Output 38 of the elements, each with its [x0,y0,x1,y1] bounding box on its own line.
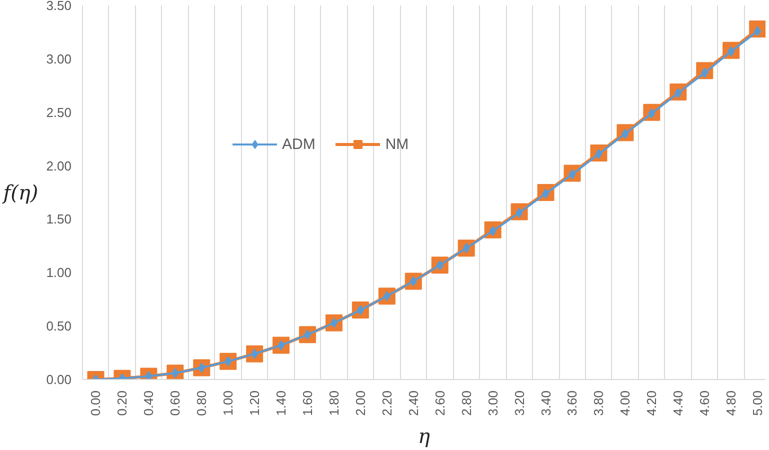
legend-label: NM [385,136,409,152]
x-tick-label: 3.20 [512,390,527,416]
x-tick-label: 0.40 [141,390,156,416]
x-tick-label: 5.00 [750,390,766,416]
y-tick-label: 0.50 [46,318,72,334]
x-tick-label: 3.60 [564,390,580,416]
x-tick-label: 0.20 [114,390,130,416]
x-tick-label: 0.80 [194,390,210,416]
x-tick-label: 2.40 [406,390,421,416]
legend-label: ADM [282,136,316,152]
x-tick-label: 1.80 [326,390,342,416]
y-tick-label: 3.00 [46,51,72,66]
x-tick-label: 4.00 [618,390,633,416]
x-tick-label: 0.60 [168,390,183,416]
x-tick-label: 2.60 [432,390,448,416]
x-tick-label: 1.20 [247,390,262,416]
x-axis-title: η [418,424,430,448]
x-tick-label: 1.60 [300,390,316,416]
x-tick-label: 3.00 [485,390,500,416]
y-tick-label: 3.50 [46,0,72,13]
y-tick-label: 2.00 [46,158,72,174]
y-tick-label: 1.50 [46,212,72,227]
x-tick-label: 2.80 [458,390,474,416]
x-tick-label: 4.40 [670,390,686,416]
x-tick-label: 3.80 [591,390,606,416]
x-tick-label: 4.60 [697,390,712,416]
y-tick-label: 2.50 [46,104,72,120]
y-tick-label: 0.00 [46,372,72,387]
y-tick-label: 1.00 [46,265,72,280]
x-tick-label: 3.40 [538,390,554,416]
x-tick-label: 0.00 [88,390,104,416]
y-axis-title: f(η) [1,180,38,204]
x-tick-label: 1.00 [220,390,236,416]
x-tick-label: 4.80 [724,390,739,416]
x-tick-label: 1.40 [274,390,289,416]
x-tick-label: 2.20 [379,390,394,416]
x-tick-label: 2.00 [352,390,368,416]
x-tick-label: 4.20 [644,390,660,416]
